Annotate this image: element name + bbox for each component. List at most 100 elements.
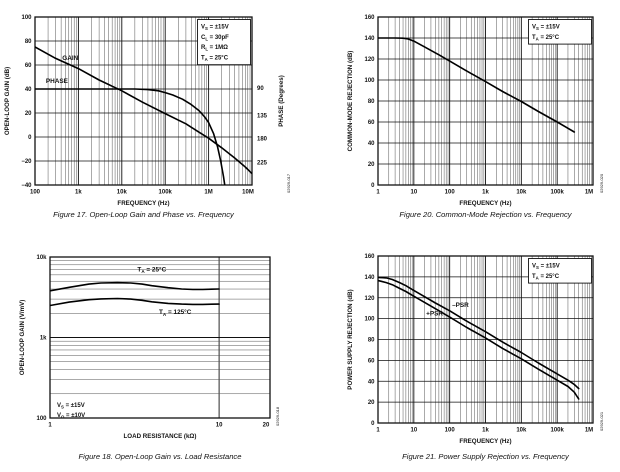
condition-line: VS = ±15V bbox=[57, 403, 85, 410]
y-axis-title: COMMON-MODE REJECTION (dB) bbox=[347, 51, 354, 152]
y-right-tick-label: 135 bbox=[257, 114, 268, 120]
y-tick-label: 160 bbox=[364, 15, 375, 21]
condition-line: VS = ±15V bbox=[532, 264, 560, 271]
x-tick-label: 1k bbox=[75, 190, 82, 196]
x-axis-title: FREQUENCY (Hz) bbox=[117, 200, 169, 207]
x-tick-label: 100 bbox=[445, 190, 456, 196]
chart-common-mode-rejection: 1 10 100 1k 10k 100k 1M FREQUENCY (Hz) 160 140 120… bbox=[310, 0, 620, 236]
psr-pos-label: +PSR bbox=[426, 310, 443, 317]
y-tick-label: 0 bbox=[371, 421, 375, 427]
plot-border bbox=[377, 255, 594, 424]
condition-line: CL = 30pF bbox=[201, 35, 229, 42]
x-tick-label: 100k bbox=[550, 428, 564, 434]
x-tick-label: 20 bbox=[263, 423, 270, 429]
gain-curve bbox=[35, 46, 252, 175]
grid bbox=[49, 256, 270, 419]
y-tick-label: 1k bbox=[40, 336, 47, 342]
y-tick-label: 20 bbox=[25, 111, 32, 117]
condition-line: TA = 25°C bbox=[201, 55, 229, 62]
psr-neg-label: –PSR bbox=[452, 302, 469, 309]
x-tick-label: 10k bbox=[516, 190, 527, 196]
y-tick-label: 0 bbox=[28, 135, 32, 141]
y-tick-label: 80 bbox=[368, 99, 375, 105]
y-right-tick-label: 180 bbox=[257, 136, 268, 142]
series bbox=[35, 46, 252, 185]
x-tick-label: 10 bbox=[410, 428, 417, 434]
y-tick-label: 140 bbox=[364, 36, 375, 42]
condition-line: RL = 1MΩ bbox=[201, 45, 228, 52]
y-tick-label: 120 bbox=[364, 57, 375, 63]
phase-curve bbox=[35, 88, 226, 185]
figure-code: 02929-021 bbox=[599, 411, 604, 431]
chart-power-supply-rejection: –PSR +PSR 1 10 100 1k 10k 100k 1M FREQUENCY (Hz) 1… bbox=[310, 236, 620, 472]
y-tick-label: 40 bbox=[368, 141, 375, 147]
chart-open-loop-gain-load: TA = 25°C TA = 125°C 1 10 20 LOAD RESISTANCE … bbox=[0, 236, 310, 472]
y-tick-label: 10k bbox=[36, 255, 47, 261]
y-tick-label: 100 bbox=[364, 317, 375, 323]
x-tick-label: 100 bbox=[30, 190, 41, 196]
y-right-axis-title: PHASE (Degrees) bbox=[278, 75, 285, 127]
condition-line: VO = ±10V bbox=[57, 413, 85, 420]
fig20-caption: Figure 20. Common-Mode Rejection vs. Fre… bbox=[399, 210, 572, 219]
y-axis-title: OPEN-LOOP GAIN (dB) bbox=[4, 67, 11, 135]
x-tick-label: 1k bbox=[482, 428, 489, 434]
plot-border bbox=[49, 256, 271, 419]
fig17-chart: GAIN PHASE 100 1k 10k 100k 1M 10M FREQUENCY (Hz)… bbox=[4, 15, 291, 207]
y-tick-label: 40 bbox=[25, 87, 32, 93]
x-tick-label: 1M bbox=[204, 190, 212, 196]
gain-25c-label: TA = 25°C bbox=[137, 266, 166, 275]
x-tick-label: 1 bbox=[376, 428, 380, 434]
figure-code: 02929-020 bbox=[599, 173, 604, 193]
phase-label: PHASE bbox=[46, 78, 69, 85]
x-tick-label: 10M bbox=[242, 190, 254, 196]
fig21-caption: Figure 21. Power Supply Rejection vs. Fr… bbox=[402, 452, 569, 461]
x-axis-title: FREQUENCY (Hz) bbox=[459, 438, 511, 445]
series bbox=[50, 281, 220, 307]
fig18-caption: Figure 18. Open-Loop Gain vs. Load Resis… bbox=[78, 452, 242, 461]
condition-line: TA = 25°C bbox=[532, 274, 560, 281]
x-tick-label: 100 bbox=[445, 428, 456, 434]
figure-code: 02929-017 bbox=[286, 173, 291, 193]
x-tick-label: 1k bbox=[482, 190, 489, 196]
x-tick-label: 10 bbox=[410, 190, 417, 196]
series bbox=[378, 276, 580, 400]
y-tick-label: 100 bbox=[21, 15, 32, 21]
fig17-caption: Figure 17. Open-Loop Gain and Phase vs. … bbox=[53, 210, 234, 219]
x-tick-label: 10 bbox=[216, 423, 223, 429]
x-tick-label: 1 bbox=[48, 423, 52, 429]
y-tick-label: −40 bbox=[21, 183, 32, 189]
y-tick-label: 100 bbox=[364, 78, 375, 84]
gain-label: GAIN bbox=[62, 55, 78, 62]
conditions-box bbox=[528, 19, 592, 45]
x-tick-label: 1 bbox=[376, 190, 380, 196]
gain-125c-curve bbox=[50, 297, 220, 307]
psr-neg-curve bbox=[378, 276, 580, 390]
x-tick-label: 100k bbox=[159, 190, 173, 196]
x-tick-label: 1M bbox=[585, 428, 593, 434]
psr-pos-curve bbox=[378, 279, 580, 400]
y-tick-label: 80 bbox=[25, 39, 32, 45]
chart-open-loop-gain-phase: GAIN PHASE 100 1k 10k 100k 1M 10M FREQUENCY (Hz)… bbox=[0, 0, 310, 236]
x-axis-title: LOAD RESISTANCE (kΩ) bbox=[124, 433, 197, 440]
y-right-tick-label: 225 bbox=[257, 160, 268, 166]
y-right-tick-label: 90 bbox=[257, 86, 264, 92]
grid bbox=[377, 255, 594, 424]
y-tick-label: 160 bbox=[364, 254, 375, 260]
condition-line: VS = ±15V bbox=[532, 25, 560, 32]
y-tick-label: 120 bbox=[364, 296, 375, 302]
y-tick-label: 100 bbox=[36, 416, 47, 422]
plot-border bbox=[377, 16, 594, 186]
y-tick-label: 60 bbox=[368, 358, 375, 364]
x-tick-label: 100k bbox=[550, 190, 564, 196]
y-axis-title: POWER SUPPLY REJECTION (dB) bbox=[347, 289, 354, 389]
y-tick-label: 60 bbox=[25, 63, 32, 69]
fig18-chart: TA = 25°C TA = 125°C 1 10 20 LOAD RESISTANCE … bbox=[19, 255, 280, 440]
figure-code: 02929-018 bbox=[275, 406, 280, 426]
y-tick-label: 60 bbox=[368, 120, 375, 126]
gain-25c-curve bbox=[50, 281, 220, 292]
y-axis-title: OPEN-LOOP GAIN (V/mV) bbox=[19, 300, 26, 376]
fig20-chart: 1 10 100 1k 10k 100k 1M FREQUENCY (Hz) 160 140 120… bbox=[347, 15, 604, 207]
series bbox=[378, 37, 576, 133]
